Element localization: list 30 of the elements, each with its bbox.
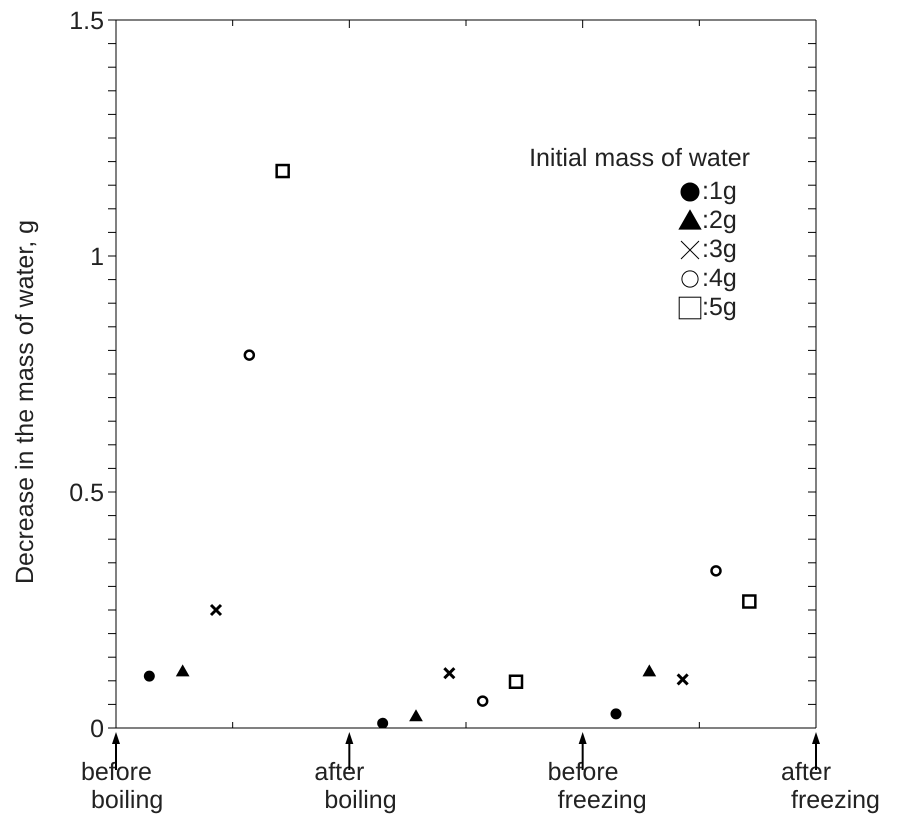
- point: [442, 666, 456, 680]
- x-tick-label: after freezing: [781, 758, 880, 814]
- y-tick-label: 1: [90, 243, 104, 271]
- x-tick-label: before freezing: [548, 758, 647, 814]
- point: [210, 604, 222, 616]
- x-tick-label: after boiling: [314, 758, 397, 814]
- point: [710, 565, 722, 577]
- x-tick-label: before boiling: [81, 758, 164, 814]
- y-axis-title: Decrease in the mass of water, g: [10, 220, 39, 584]
- point: [642, 664, 656, 676]
- point: [275, 164, 290, 178]
- point: [144, 670, 155, 682]
- point: [244, 349, 256, 361]
- point: [508, 674, 524, 689]
- y-tick-label: 0: [90, 715, 104, 743]
- legend-label: :5g: [702, 293, 738, 322]
- y-tick-label: 0.5: [69, 479, 104, 507]
- point: [742, 594, 757, 609]
- legend-title: Initial mass of water: [529, 144, 750, 173]
- point: [610, 708, 622, 720]
- legend-label: :3g: [702, 235, 738, 264]
- point: [476, 695, 488, 707]
- point: [377, 718, 388, 728]
- point: [176, 664, 190, 676]
- legend-label: :4g: [702, 264, 738, 293]
- legend-label: :2g: [702, 206, 738, 235]
- point: [676, 672, 690, 686]
- point: [410, 710, 422, 722]
- legend-label: :1g: [702, 177, 738, 206]
- y-tick-label: 1.5: [69, 7, 104, 35]
